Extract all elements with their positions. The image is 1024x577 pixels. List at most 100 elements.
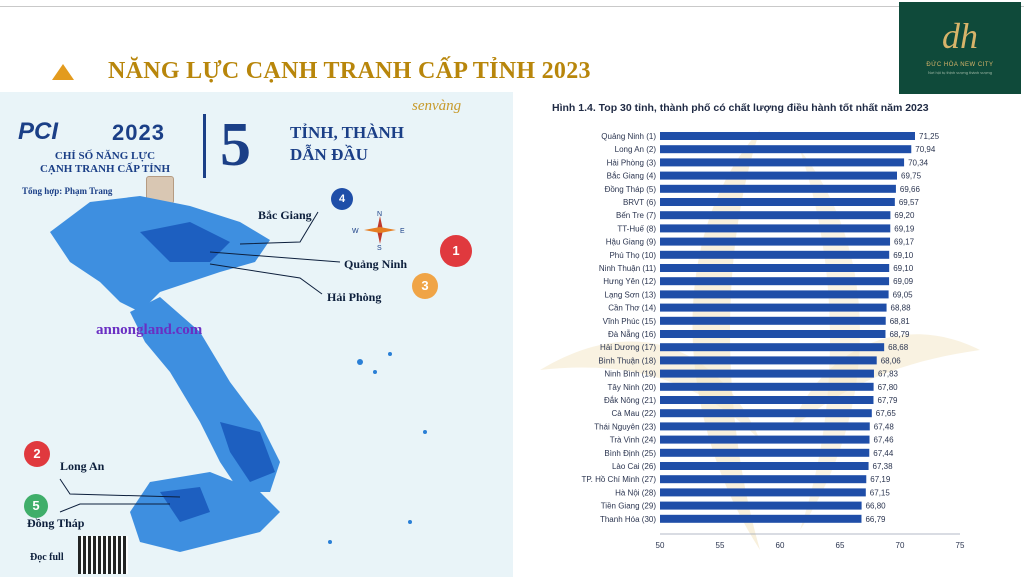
bar (660, 303, 887, 312)
compass-icon: N S E W (352, 211, 405, 250)
value-label: 67,65 (876, 409, 897, 418)
category-label: Hải Dương (17) (600, 343, 656, 352)
pci-logo: PCI (18, 118, 59, 145)
category-label: Hưng Yên (12) (603, 277, 656, 286)
value-label: 69,10 (893, 251, 914, 260)
central-dark-shape (220, 422, 275, 482)
category-label: Hải Phòng (3) (607, 158, 657, 167)
category-label: Hậu Giang (9) (606, 238, 657, 247)
compass-w: W (352, 228, 359, 235)
south-dark-shape (160, 487, 210, 522)
brand-logo: senvàng (412, 98, 462, 114)
logo-name: ĐỨC HÒA NEW CITY (926, 62, 994, 68)
bar (660, 369, 874, 378)
lead-line1: TỈNH, THÀNH (290, 123, 404, 142)
category-label: Đắk Nông (21) (604, 396, 656, 405)
read-full-label: Đọc full (30, 552, 64, 563)
value-label: 69,10 (893, 264, 914, 273)
category-label: Lạng Sơn (13) (605, 290, 657, 299)
value-label: 68,68 (888, 343, 909, 352)
category-label: Cà Mau (22) (612, 409, 657, 418)
province-label-quang-ninh: Quảng Ninh (344, 257, 408, 271)
category-label: Bắc Giang (4) (607, 172, 657, 181)
island-dot (373, 370, 377, 374)
bullet-triangle-icon (52, 64, 74, 80)
category-label: Đà Nẵng (16) (608, 330, 656, 339)
pci-subtitle-line1: CHỈ SỐ NĂNG LỰC (54, 150, 156, 162)
bar (660, 211, 891, 220)
compass-n: N (377, 211, 382, 218)
bar (660, 158, 905, 167)
bar (660, 356, 877, 365)
category-label: Thái Nguyên (23) (594, 422, 656, 431)
category-label: Đồng Tháp (5) (605, 185, 657, 194)
category-label: Lào Cai (26) (612, 462, 656, 471)
category-label: Hà Nội (28) (615, 488, 656, 497)
category-label: Tiền Giang (29) (601, 502, 657, 511)
bar (660, 409, 872, 418)
value-label: 69,17 (894, 238, 915, 247)
value-label: 69,20 (894, 211, 915, 220)
rank-badge-1: 1 (440, 235, 472, 267)
value-label: 69,19 (894, 224, 915, 233)
category-label: Bình Định (25) (604, 449, 656, 458)
rank-badge-4: 4 (331, 188, 353, 210)
value-label: 70,94 (915, 145, 936, 154)
bar (660, 184, 896, 193)
bar (660, 514, 862, 523)
watermark-site: annongland.com (96, 322, 203, 338)
category-label: Ninh Thuận (11) (599, 264, 656, 273)
compass-s: S (377, 245, 382, 250)
x-tick-label: 60 (776, 541, 785, 550)
pci-subtitle: CHỈ SỐ NĂNG LỰC CẠNH TRANH CẤP TỈNH (20, 150, 190, 176)
bar (660, 343, 885, 352)
bar (660, 488, 866, 497)
bar (660, 330, 886, 338)
bar (660, 171, 897, 180)
pci-subtitle-line2: CẠNH TRANH CẤP TỈNH (39, 163, 171, 175)
island-dot (408, 520, 412, 524)
category-label: Bình Thuận (18) (598, 356, 656, 365)
category-label: Long An (2) (615, 145, 657, 154)
value-label: 66,79 (865, 515, 886, 524)
compass-e: E (400, 228, 405, 235)
bar (660, 132, 915, 140)
logo-mark: dh (942, 16, 978, 56)
category-label: Thanh Hóa (30) (600, 515, 656, 524)
value-label: 68,06 (881, 356, 902, 365)
top-rule (0, 6, 1024, 7)
value-label: 67,48 (874, 422, 895, 431)
lead-heading: TỈNH, THÀNH DẪN ĐẦU (290, 122, 404, 166)
big-number: 5 (220, 111, 251, 179)
category-label: Phú Thọ (10) (609, 251, 656, 260)
bar (660, 277, 890, 286)
category-label: Bến Tre (7) (616, 211, 656, 220)
vietnam-map (50, 196, 427, 552)
value-label: 67,79 (877, 396, 898, 405)
value-label: 67,15 (870, 488, 891, 497)
x-tick-label: 70 (896, 541, 905, 550)
bar (660, 462, 869, 470)
value-label: 68,81 (890, 317, 911, 326)
category-label: Tây Ninh (20) (608, 383, 657, 392)
qr-code[interactable] (78, 536, 128, 574)
x-tick-label: 75 (956, 541, 965, 550)
island-dot (328, 540, 332, 544)
value-label: 67,19 (870, 475, 891, 484)
bar (660, 382, 874, 391)
rank-badge-5: 5 (24, 494, 48, 518)
bar (660, 264, 890, 272)
bar (660, 237, 891, 246)
x-tick-label: 50 (656, 541, 665, 550)
value-label: 67,44 (873, 449, 894, 458)
x-tick-label: 65 (836, 541, 845, 550)
bar (660, 448, 870, 457)
bar (660, 145, 912, 154)
value-label: 69,57 (899, 198, 920, 207)
bar (660, 501, 862, 510)
value-label: 67,38 (873, 462, 894, 471)
bar (660, 396, 874, 404)
north-dark-shape (140, 222, 230, 262)
value-label: 69,09 (893, 277, 914, 286)
value-label: 67,83 (878, 370, 899, 379)
